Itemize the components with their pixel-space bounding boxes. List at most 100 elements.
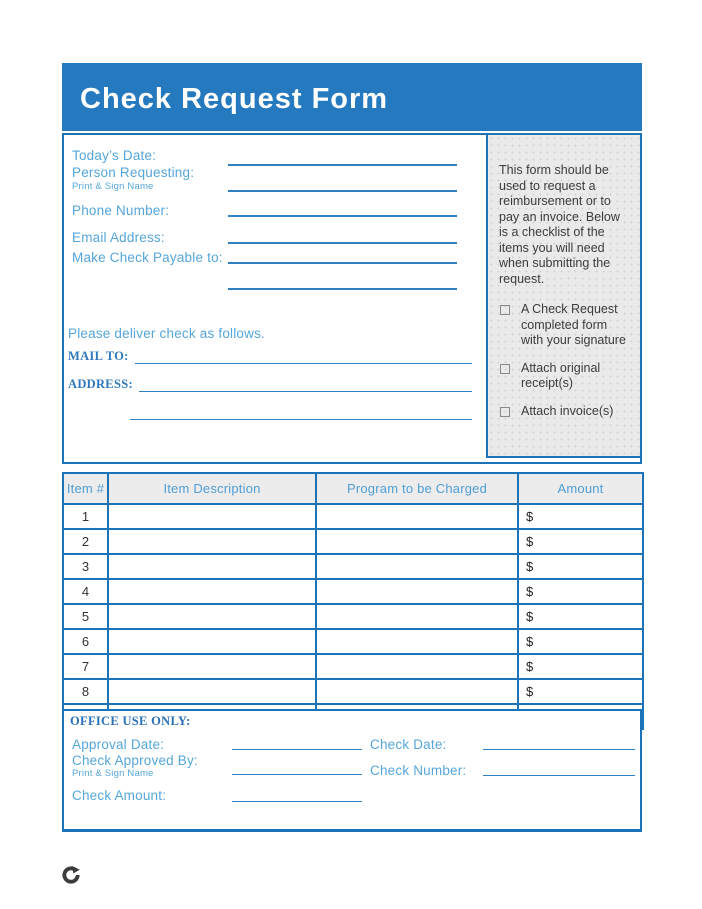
item-description-cell[interactable] [107,653,317,680]
program-cell[interactable] [315,503,519,530]
item-number-cell: 1 [62,503,109,530]
item-number-cell: 7 [62,653,109,680]
approval-date-label: Approval Date: [72,737,165,752]
sidebar-intro-text: This form should be used to request a re… [499,163,620,286]
checklist-item-label: A Check Request completed form with your… [521,302,626,347]
check-number-label: Check Number: [370,763,467,778]
todays-date-label: Today’s Date: [72,148,157,163]
amount-cell[interactable]: $ [517,603,644,630]
phone-number-label: Phone Number: [72,203,170,218]
table-row: 8 $ [62,678,644,705]
program-cell[interactable] [315,578,519,605]
item-number-cell: 8 [62,678,109,705]
check-number-line[interactable] [483,775,635,776]
item-description-cell[interactable] [107,528,317,555]
table-row: 3 $ [62,553,644,580]
person-requesting-sublabel: Print & Sign Name [72,181,154,192]
program-cell[interactable] [315,603,519,630]
payable-to-line[interactable] [228,262,457,264]
checkbox-icon[interactable] [500,305,510,315]
amount-cell[interactable]: $ [517,628,644,655]
checkbox-icon[interactable] [500,406,510,417]
address-label: ADDRESS: [68,377,133,391]
form-header: Check Request Form [62,63,642,131]
mail-to-row: MAIL TO: [68,349,472,364]
currency-symbol: $ [526,559,534,574]
person-requesting-line[interactable] [228,190,457,192]
header-item-number: Item # [62,472,109,505]
items-table: Item # Item Description Program to be Ch… [62,472,644,730]
amount-cell[interactable]: $ [517,678,644,705]
amount-cell[interactable]: $ [517,653,644,680]
table-header-row: Item # Item Description Program to be Ch… [62,472,644,505]
person-requesting-label: Person Requesting: [72,165,195,180]
deliver-note: Please deliver check as follows. [68,326,265,341]
table-row: 4 $ [62,578,644,605]
table-row: 2 $ [62,528,644,555]
check-amount-label: Check Amount: [72,788,167,803]
currency-symbol: $ [526,634,534,649]
amount-cell[interactable]: $ [517,553,644,580]
header-description: Item Description [107,472,317,505]
amount-cell[interactable]: $ [517,528,644,555]
item-description-cell[interactable] [107,678,317,705]
payable-to-label: Make Check Payable to: [72,250,223,265]
address-line-2[interactable] [130,405,472,420]
program-cell[interactable] [315,628,519,655]
check-date-label: Check Date: [370,737,447,752]
phone-number-line[interactable] [228,215,457,217]
mail-to-line[interactable] [134,349,472,364]
page-title: Check Request Form [80,83,389,115]
currency-symbol: $ [526,684,534,699]
address-row: ADDRESS: [68,377,472,392]
checklist-item: Attach original receipt(s) [499,361,630,392]
item-description-cell[interactable] [107,503,317,530]
check-date-line[interactable] [483,749,635,750]
checklist: A Check Request completed form with your… [499,302,630,419]
amount-cell[interactable]: $ [517,503,644,530]
checkbox-icon[interactable] [500,363,510,374]
item-number-cell: 4 [62,578,109,605]
table-row: 1 $ [62,503,644,530]
refresh-icon[interactable] [61,865,81,885]
payable-to-line-2[interactable] [228,288,457,290]
currency-symbol: $ [526,509,534,524]
item-number-cell: 3 [62,553,109,580]
email-address-line[interactable] [228,242,457,244]
currency-symbol: $ [526,534,534,549]
program-cell[interactable] [315,553,519,580]
todays-date-line[interactable] [228,164,457,166]
header-amount: Amount [517,472,644,505]
item-description-cell[interactable] [107,628,317,655]
item-description-cell[interactable] [107,603,317,630]
item-description-cell[interactable] [107,553,317,580]
checklist-item: A Check Request completed form with your… [499,302,630,349]
header-program: Program to be Charged [315,472,519,505]
amount-cell[interactable]: $ [517,578,644,605]
currency-symbol: $ [526,609,534,624]
check-amount-line[interactable] [232,801,362,802]
item-number-cell: 2 [62,528,109,555]
approval-date-line[interactable] [232,749,362,750]
instructions-sidebar: This form should be used to request a re… [486,133,642,458]
item-number-cell: 6 [62,628,109,655]
program-cell[interactable] [315,653,519,680]
check-approved-by-sublabel: Print & Sign Name [72,768,154,779]
office-use-section: OFFICE USE ONLY: Approval Date: Check Ap… [62,709,642,832]
check-approved-by-label: Check Approved By: [72,753,198,768]
check-approved-by-line[interactable] [232,774,362,775]
table-row: 6 $ [62,628,644,655]
address-row-2 [130,405,472,420]
table-row: 5 $ [62,603,644,630]
office-use-heading: OFFICE USE ONLY: [70,714,191,728]
program-cell[interactable] [315,528,519,555]
checklist-item-label: Attach original receipt(s) [521,360,601,391]
address-line[interactable] [138,377,472,392]
checklist-item: Attach invoice(s) [499,404,630,420]
program-cell[interactable] [315,678,519,705]
item-number-cell: 5 [62,603,109,630]
table-row: 7 $ [62,653,644,680]
mail-to-label: MAIL TO: [68,349,129,363]
item-description-cell[interactable] [107,578,317,605]
